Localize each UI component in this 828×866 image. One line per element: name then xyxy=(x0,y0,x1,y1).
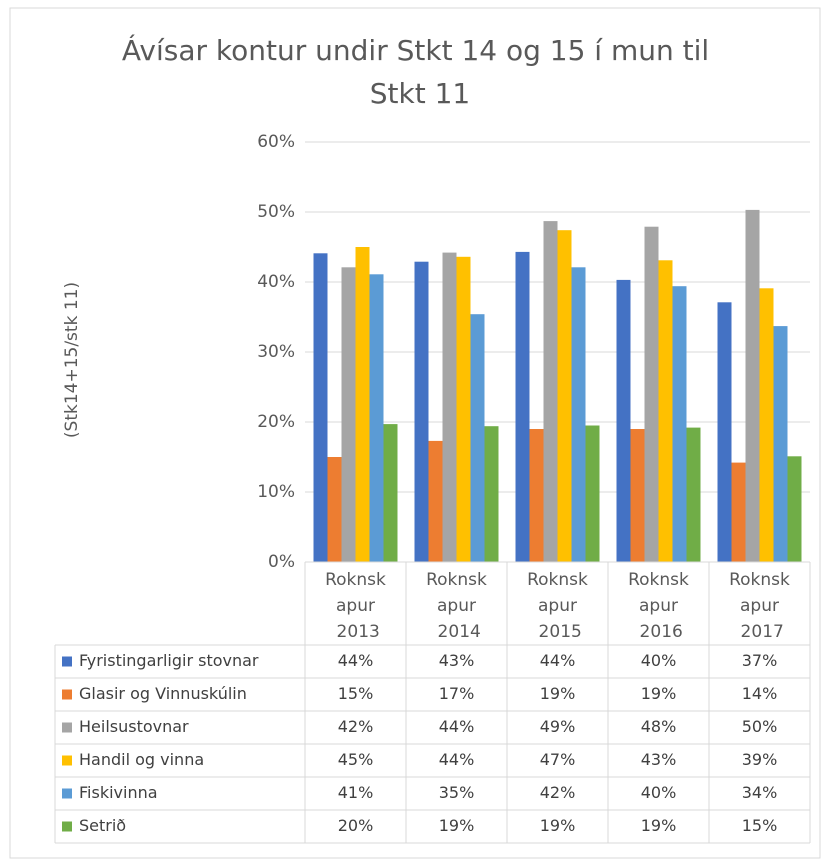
table-cell: 19% xyxy=(439,816,475,835)
bar xyxy=(369,274,384,562)
table-cell: 19% xyxy=(641,684,677,703)
x-tick-label: Roknsk apur 2016 xyxy=(628,570,689,642)
table-cell: 45% xyxy=(338,750,374,769)
bar xyxy=(759,288,774,562)
table-cell: 47% xyxy=(540,750,576,769)
y-tick-label: 60% xyxy=(257,132,295,152)
bar xyxy=(717,302,732,562)
bar xyxy=(787,456,802,562)
bar xyxy=(557,230,572,562)
table-cell: 42% xyxy=(540,783,576,802)
bar xyxy=(414,261,429,562)
table-cell: 35% xyxy=(439,783,475,802)
bar xyxy=(731,462,746,562)
bar xyxy=(470,314,485,562)
y-axis-label: (Stk14+15/stk 11) xyxy=(62,282,82,438)
table-cell: 19% xyxy=(641,816,677,835)
bar xyxy=(484,426,499,562)
chart-title: Ávísar kontur undir Stkt 14 og 15 í mun … xyxy=(122,33,718,110)
y-tick-label: 10% xyxy=(257,482,295,502)
table-cell: 34% xyxy=(742,783,778,802)
bar xyxy=(686,427,701,562)
bar xyxy=(383,424,398,562)
y-tick-label: 40% xyxy=(257,272,295,292)
legend-swatch xyxy=(62,656,72,667)
x-tick-label: Roknsk apur 2017 xyxy=(729,570,790,642)
legend-swatch xyxy=(62,788,72,799)
bar xyxy=(543,221,558,562)
bar xyxy=(585,425,600,562)
y-tick-label: 50% xyxy=(257,202,295,222)
table-cell: 49% xyxy=(540,717,576,736)
legend-swatch xyxy=(62,821,72,832)
y-tick-label: 20% xyxy=(257,412,295,432)
bar xyxy=(515,251,530,562)
x-tick-label: Roknsk apur 2013 xyxy=(325,570,386,642)
bar xyxy=(745,209,760,562)
table-cell: 14% xyxy=(742,684,778,703)
table-cell: 44% xyxy=(540,651,576,670)
table-cell: 19% xyxy=(540,684,576,703)
legend-label: Glasir og Vinnuskúlin xyxy=(79,684,247,703)
bar xyxy=(658,260,673,562)
x-tick-label: Roknsk apur 2014 xyxy=(426,570,487,642)
bar xyxy=(341,267,356,562)
legend-label: Heilsustovnar xyxy=(79,717,189,736)
bar xyxy=(616,279,631,562)
legend-swatch xyxy=(62,755,72,766)
bar xyxy=(428,440,443,562)
bar xyxy=(456,256,471,562)
legend-swatch xyxy=(62,689,72,700)
bar xyxy=(630,429,645,562)
table-cell: 39% xyxy=(742,750,778,769)
table-cell: 43% xyxy=(439,651,475,670)
legend-label: Handil og vinna xyxy=(79,750,204,769)
table-cell: 40% xyxy=(641,651,677,670)
bar xyxy=(644,226,659,562)
bar xyxy=(672,286,687,562)
table-cell: 40% xyxy=(641,783,677,802)
legend-label: Fiskivinna xyxy=(79,783,158,802)
table-cell: 44% xyxy=(439,717,475,736)
table-cell: 15% xyxy=(338,684,374,703)
table-cell: 41% xyxy=(338,783,374,802)
table-cell: 37% xyxy=(742,651,778,670)
table-cell: 44% xyxy=(439,750,475,769)
table-cell: 17% xyxy=(439,684,475,703)
x-tick-label: Roknsk apur 2015 xyxy=(527,570,588,642)
bar xyxy=(327,457,342,562)
table-cell: 42% xyxy=(338,717,374,736)
y-tick-label: 0% xyxy=(268,552,295,572)
table-cell: 50% xyxy=(742,717,778,736)
bar xyxy=(313,253,328,563)
y-tick-label: 30% xyxy=(257,342,295,362)
bar xyxy=(773,326,788,562)
table-cell: 20% xyxy=(338,816,374,835)
table-cell: 19% xyxy=(540,816,576,835)
legend-label: Fyristingarligir stovnar xyxy=(79,651,259,670)
table-cell: 44% xyxy=(338,651,374,670)
bar xyxy=(442,252,457,562)
bar xyxy=(571,267,586,562)
legend-label: Setrið xyxy=(79,816,126,835)
bar xyxy=(355,247,370,562)
table-cell: 15% xyxy=(742,816,778,835)
table-cell: 43% xyxy=(641,750,677,769)
bar xyxy=(529,429,544,562)
legend-swatch xyxy=(62,722,72,733)
table-cell: 48% xyxy=(641,717,677,736)
